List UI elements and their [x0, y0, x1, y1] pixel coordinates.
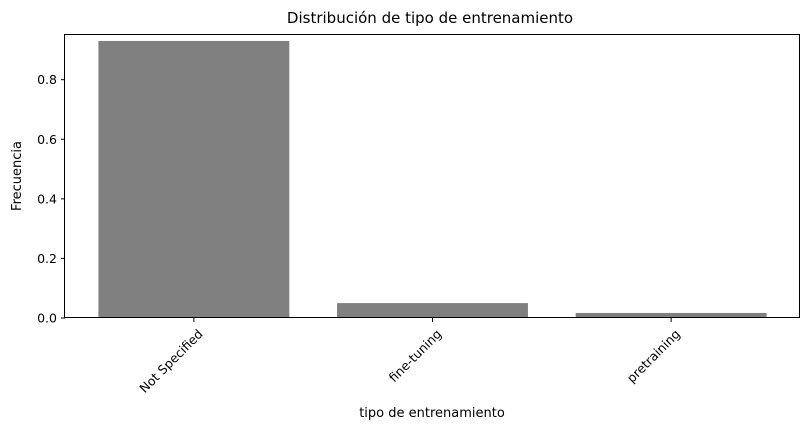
x-tick-label: Not Specified — [136, 326, 205, 395]
chart-title: Distribución de tipo de entrenamiento — [287, 9, 573, 27]
y-tick-label: 0.4 — [37, 191, 57, 206]
y-tick-label: 0.2 — [37, 251, 57, 266]
bars-layer — [98, 40, 767, 319]
bar-pretraining — [575, 312, 767, 318]
y-tick-label: 0.8 — [37, 72, 57, 87]
x-tick-label: pretraining — [624, 326, 683, 385]
x-axis: Not Specified fine-tuning pretraining — [136, 318, 683, 396]
x-tick-label: fine-tuning — [386, 326, 445, 385]
y-tick-label: 0.0 — [37, 311, 57, 326]
x-axis-label: tipo de entrenamiento — [359, 406, 505, 421]
bar-not-specified — [98, 40, 290, 319]
bar-fine-tuning — [337, 303, 528, 318]
y-axis: 0.0 0.2 0.4 0.6 0.8 — [37, 72, 65, 326]
plot-frame — [64, 34, 800, 318]
y-tick-label: 0.6 — [37, 132, 57, 147]
y-axis-label: Frecuencia — [10, 141, 25, 211]
